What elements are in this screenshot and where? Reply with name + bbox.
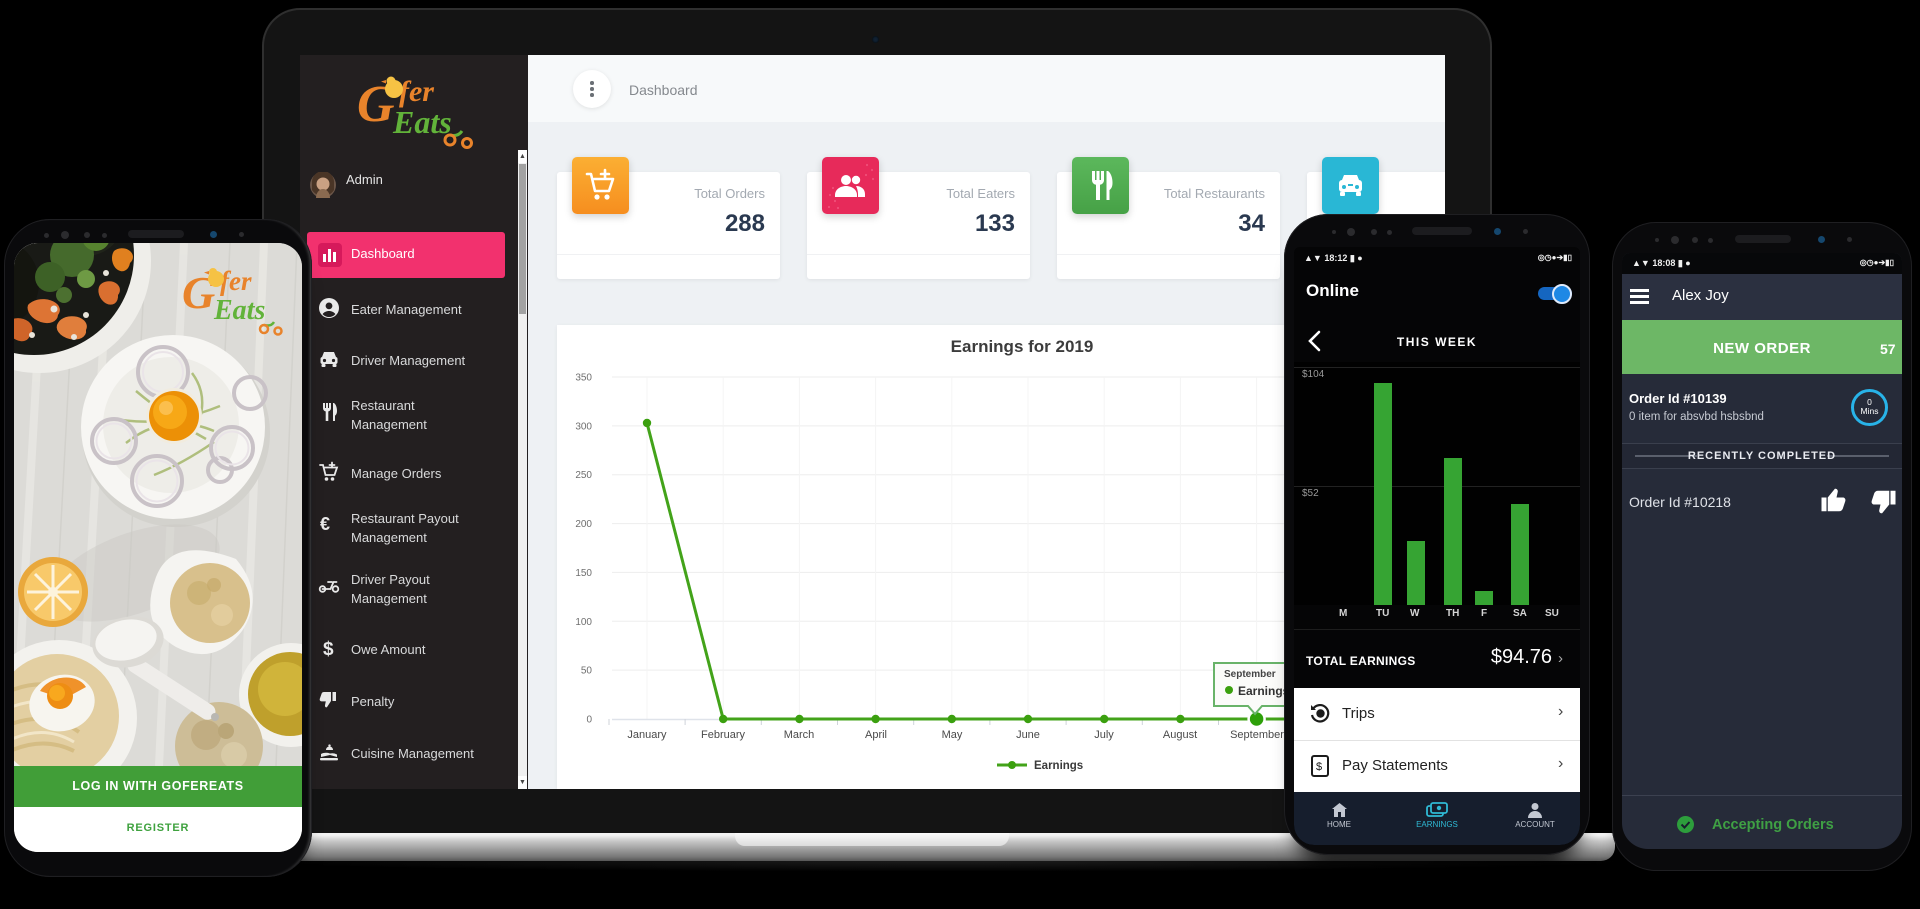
svg-text:fer: fer — [220, 266, 252, 296]
svg-text:0: 0 — [586, 715, 592, 726]
svg-text:Earnings: Earnings — [1034, 760, 1083, 772]
svg-text:$: $ — [1316, 761, 1322, 773]
svg-text:fer: fer — [399, 75, 434, 108]
svg-text:250: 250 — [575, 470, 592, 481]
svg-text:September: September — [1224, 669, 1276, 680]
svg-text:200: 200 — [575, 519, 592, 530]
svg-text:$: $ — [323, 639, 334, 659]
svg-text:April: April — [865, 729, 887, 741]
svg-text:€: € — [320, 514, 330, 534]
svg-text:March: March — [784, 729, 815, 741]
svg-text:100: 100 — [575, 617, 592, 628]
svg-text:350: 350 — [575, 373, 592, 384]
svg-text:February: February — [701, 729, 746, 741]
svg-text:Earnings for 2019: Earnings for 2019 — [951, 337, 1094, 356]
svg-text:January: January — [627, 729, 667, 741]
svg-text:May: May — [942, 729, 963, 741]
svg-text:50: 50 — [581, 666, 593, 677]
svg-text:Eats: Eats — [392, 104, 452, 140]
svg-text:Earnings:: Earnings: — [1238, 684, 1293, 698]
svg-text:June: June — [1016, 729, 1040, 741]
svg-text:Eats: Eats — [213, 295, 265, 326]
svg-text:September: September — [1230, 729, 1284, 741]
svg-text:300: 300 — [575, 421, 592, 432]
svg-text:July: July — [1094, 729, 1114, 741]
svg-text:150: 150 — [575, 568, 592, 579]
svg-text:August: August — [1163, 729, 1197, 741]
